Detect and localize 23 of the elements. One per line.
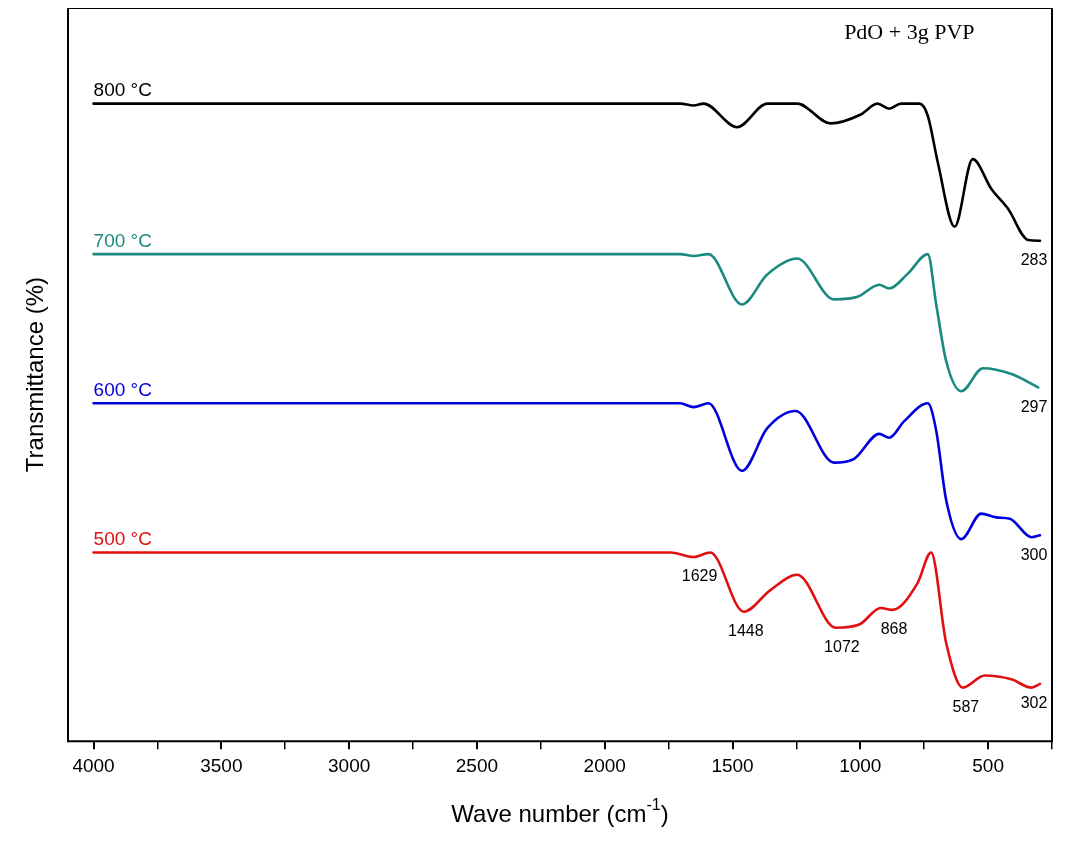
series-label: 600 °C: [93, 379, 152, 401]
annotation: 300: [1020, 545, 1048, 563]
x-tick-label: 1500: [711, 754, 754, 776]
series-label: 500 °C: [93, 528, 152, 550]
x-tick-label: 3500: [200, 754, 243, 776]
y-axis-title: Transmittance (%): [20, 277, 48, 473]
x-tick-label: 500: [972, 754, 1004, 776]
x-tick-label: 1000: [839, 754, 882, 776]
annotation: 1629: [681, 567, 718, 585]
annotation: 302: [1020, 694, 1048, 712]
annotation: 1072: [824, 638, 860, 656]
x-tick-label: 2000: [583, 754, 626, 776]
x-tick-label: 4000: [72, 754, 115, 776]
annotation: 297: [1020, 397, 1048, 415]
series-label: 800 °C: [93, 79, 152, 101]
annotation: 868: [880, 620, 908, 638]
annotation: 587: [952, 698, 980, 716]
annotation: 1448: [728, 622, 764, 640]
x-tick-label: 3000: [328, 754, 371, 776]
x-tick-label: 2500: [455, 754, 499, 776]
series-label: 700 °C: [93, 229, 152, 251]
chart-title: PdO + 3g PVP: [844, 18, 975, 44]
annotation: 283: [1020, 251, 1048, 269]
